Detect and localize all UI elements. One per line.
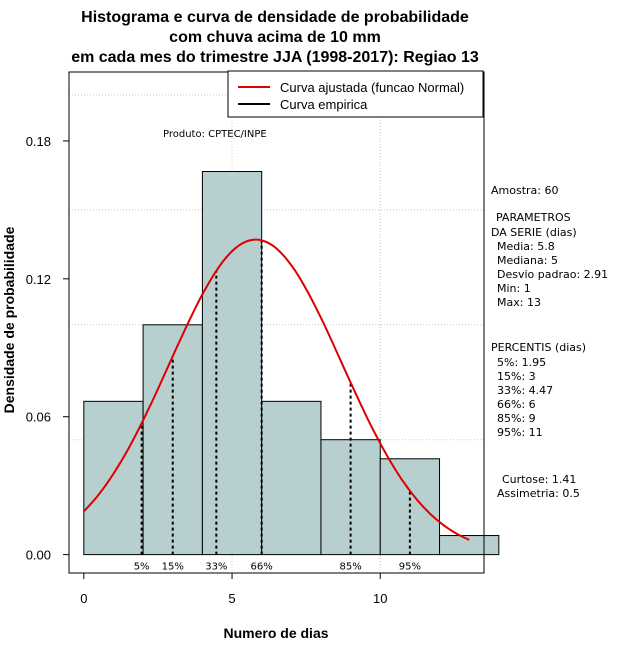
percentile-label-3: 66% [251,562,273,573]
param-max: Max: 13 [497,296,541,309]
param-desvio: Desvio padrao: 2.91 [497,268,608,281]
axis-ticks: 0 5 10 0.00 0.06 0.12 0.18 [26,134,388,606]
product-annotation: Produto: CPTEC/INPE [163,129,267,140]
percentile-markers: 5% 15% 33% 66% 85% 95% [134,240,421,573]
x-tick-label-2: 10 [373,591,387,606]
histogram-bars [83,171,500,556]
percentil-5: 5%: 1.95 [497,356,546,369]
y-tick-label-2: 0.12 [26,272,51,287]
percentile-label-0: 5% [134,562,150,573]
percentis-title: PERCENTIS (dias) [491,341,586,354]
params-title-2: DA SERIE (dias) [491,226,577,239]
chart-title-line-2: com chuva acima de 10 mm [169,29,381,46]
legend-label-empirical: Curva empirica [280,97,368,112]
histogram-bar-0 [83,400,144,556]
percentil-66: 66%: 6 [497,398,536,411]
percentil-95: 95%: 11 [497,426,543,439]
x-tick-label-1: 5 [228,591,235,606]
percentil-33: 33%: 4.47 [497,384,553,397]
sample-size: Amostra: 60 [491,184,558,197]
percentil-15: 15%: 3 [497,370,536,383]
y-axis-label: Densidade de probabilidade [1,226,17,413]
histogram-bar-3 [261,400,322,556]
assimetria: Assimetria: 0.5 [497,487,580,500]
y-tick-label-1: 0.06 [26,410,51,425]
percentile-label-1: 15% [162,562,184,573]
normal-fit-curve [83,238,470,541]
y-tick-label-3: 0.18 [26,134,51,149]
percentil-85: 85%: 9 [497,412,536,425]
x-tick-label-0: 0 [80,591,87,606]
percentile-label-2: 33% [205,562,227,573]
percentile-label-5: 95% [399,562,421,573]
percentile-label-4: 85% [339,562,361,573]
param-media: Media: 5.8 [497,240,555,253]
chart-title-line-1: Histograma e curva de densidade de proba… [81,9,469,26]
legend-box [227,70,484,118]
legend: Curva ajustada (funcao Normal) Curva emp… [227,70,484,118]
param-min: Min: 1 [497,282,531,295]
histogram-bar-6 [439,535,500,556]
side-panel: Amostra: 60 PARAMETROS DA SERIE (dias) M… [491,184,608,500]
curtose: Curtose: 1.41 [502,473,576,486]
x-axis-label: Numero de dias [223,625,328,641]
param-mediana: Mediana: 5 [497,254,558,267]
histogram-bar-2 [201,171,263,556]
legend-label-fit: Curva ajustada (funcao Normal) [280,80,464,95]
y-tick-label-0: 0.00 [26,548,51,563]
params-title-1: PARAMETROS [496,211,571,224]
chart-title-line-3: em cada mes do trimestre JJA (1998-2017)… [71,49,479,66]
